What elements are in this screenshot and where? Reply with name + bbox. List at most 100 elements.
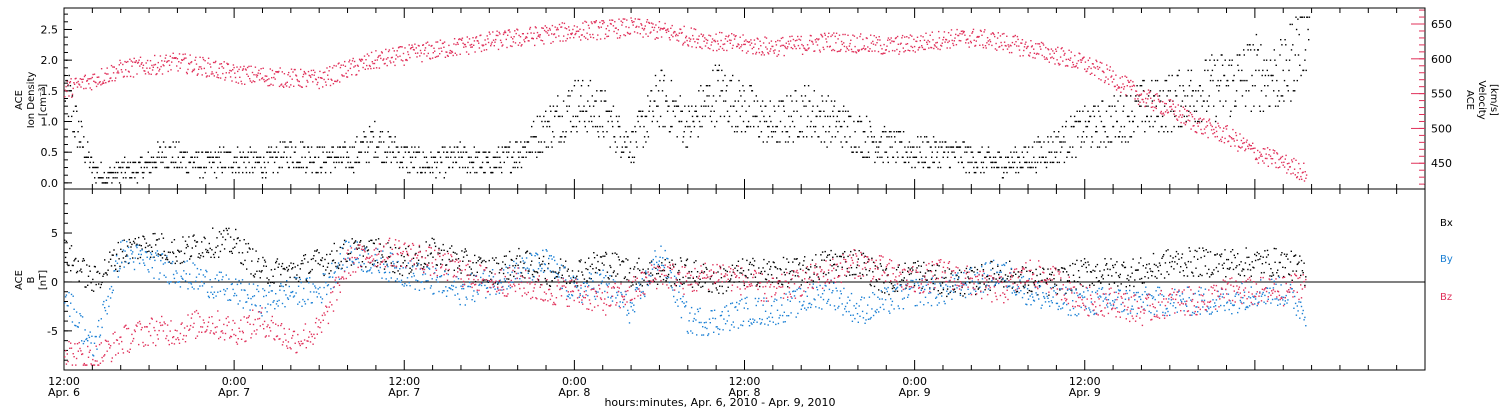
velocity-point — [81, 81, 84, 83]
bx-point — [944, 270, 946, 272]
velocity-point — [292, 71, 294, 73]
bx-point — [454, 252, 456, 254]
density-point — [925, 156, 927, 158]
velocity-point — [590, 36, 592, 38]
bx-point — [206, 251, 208, 253]
velocity-point — [555, 29, 558, 31]
density-point — [830, 141, 832, 143]
density-point — [175, 141, 177, 143]
bx-point — [879, 263, 882, 265]
velocity-point — [459, 53, 461, 55]
velocity-point — [395, 58, 397, 60]
density-point — [300, 141, 302, 143]
velocity-point — [411, 44, 413, 46]
density-point — [426, 161, 428, 164]
density-point — [197, 166, 199, 169]
bx-point — [294, 266, 296, 268]
bx-point — [387, 242, 389, 244]
bx-point — [233, 238, 235, 241]
density-point — [631, 156, 634, 158]
bx-point — [1036, 274, 1038, 277]
bx-point — [913, 284, 916, 287]
velocity-point — [190, 61, 192, 64]
velocity-point — [1197, 125, 1199, 127]
velocity-point — [448, 44, 450, 47]
bx-point — [676, 279, 678, 281]
density-point — [235, 161, 237, 164]
density-point — [102, 182, 105, 184]
density-point — [1248, 90, 1250, 92]
velocity-point — [1171, 100, 1174, 102]
velocity-point — [215, 71, 218, 74]
velocity-point — [395, 54, 398, 56]
velocity-point — [816, 44, 819, 46]
bx-point — [252, 274, 255, 277]
density-point — [220, 166, 223, 169]
velocity-point — [1069, 59, 1071, 61]
bx-point — [767, 273, 769, 276]
density-point — [922, 141, 924, 143]
velocity-point — [285, 85, 288, 87]
density-point — [616, 146, 618, 148]
density-point — [1209, 79, 1212, 82]
density-point — [541, 120, 543, 123]
bx-point — [561, 274, 563, 276]
velocity-point — [507, 34, 509, 36]
velocity-point — [840, 40, 843, 43]
velocity-point — [900, 42, 902, 44]
bx-point — [275, 260, 278, 263]
density-point — [962, 166, 965, 169]
velocity-point — [1018, 45, 1020, 47]
density-point — [1047, 141, 1050, 143]
density-point — [326, 151, 328, 153]
velocity-point — [1111, 75, 1113, 77]
density-point — [300, 166, 303, 169]
velocity-point — [859, 35, 861, 38]
velocity-point — [1173, 113, 1175, 115]
bx-point — [155, 239, 158, 241]
velocity-point — [709, 48, 711, 50]
density-point — [1128, 120, 1131, 123]
density-point — [205, 151, 207, 153]
density-point — [182, 156, 184, 158]
bx-point — [415, 252, 417, 255]
velocity-point — [257, 72, 259, 74]
velocity-point — [711, 41, 713, 43]
velocity-point — [217, 77, 220, 79]
bx-point — [742, 270, 745, 272]
velocity-point — [266, 79, 269, 81]
velocity-point — [516, 28, 518, 30]
density-point — [1231, 59, 1233, 61]
bx-point — [971, 270, 973, 272]
velocity-point — [742, 34, 744, 36]
velocity-point — [160, 65, 162, 68]
velocity-point — [862, 38, 864, 41]
density-point — [481, 161, 484, 164]
velocity-point — [289, 75, 291, 78]
bx-point — [695, 260, 697, 262]
velocity-point — [461, 39, 463, 41]
density-point — [994, 156, 997, 158]
density-point — [938, 146, 940, 148]
velocity-point — [993, 33, 995, 36]
velocity-point — [492, 31, 494, 33]
density-point — [66, 79, 68, 82]
density-point — [922, 166, 925, 169]
density-point — [671, 125, 673, 128]
bx-point — [98, 272, 101, 275]
bx-point — [334, 262, 336, 264]
bx-point — [662, 278, 665, 281]
bx-point — [241, 252, 244, 254]
density-point — [813, 125, 815, 128]
density-point — [605, 110, 607, 112]
density-point — [1255, 33, 1258, 36]
density-point — [559, 136, 562, 138]
density-point — [416, 171, 419, 174]
velocity-point — [1196, 131, 1198, 134]
density-point — [256, 156, 258, 158]
velocity-point — [1148, 92, 1150, 94]
density-point — [1207, 69, 1209, 72]
density-point — [1253, 49, 1256, 51]
bx-point — [144, 238, 146, 240]
density-point — [1205, 59, 1207, 61]
